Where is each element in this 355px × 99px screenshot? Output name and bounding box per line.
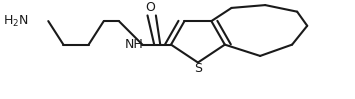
Text: NH: NH <box>125 38 143 51</box>
Text: H$_2$N: H$_2$N <box>2 14 28 29</box>
Text: S: S <box>194 62 202 75</box>
Text: O: O <box>145 1 155 14</box>
